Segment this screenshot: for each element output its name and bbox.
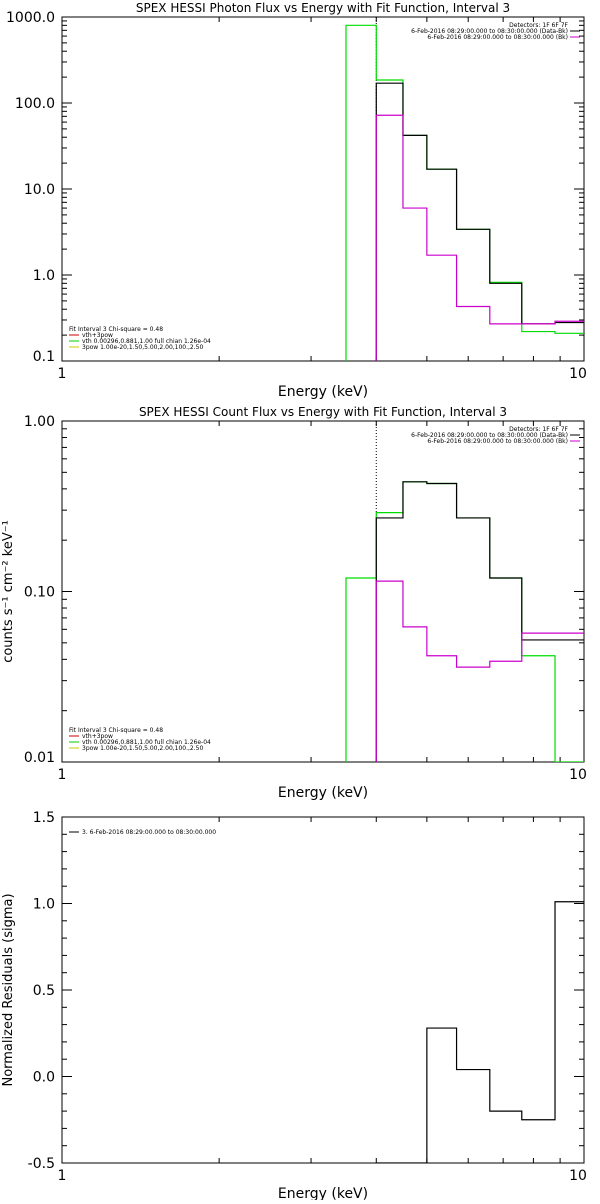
series-line <box>375 82 584 361</box>
y-tick-label: 1000.0 <box>6 10 55 26</box>
x-tick-label: 10 <box>569 1168 587 1184</box>
legend-entry: 3pow 1.00e-20,1.50,5.00,2.00,100.,2.50 <box>82 344 203 351</box>
legend-entry: Fit Interval 3 Chi-square = 0.48 <box>69 326 163 333</box>
panel-3: 1 10 -0.5 0.0 0.5 1.0 1.5 Energy (keV) Normalize… <box>1 810 587 1202</box>
series-line <box>375 580 584 762</box>
chart-title: SPEX HESSI Count Flux vs Energy with Fit… <box>139 405 507 419</box>
chart-title: SPEX HESSI Photon Flux vs Energy with Fi… <box>136 1 510 15</box>
x-axis-label: Energy (keV) <box>278 1186 368 1200</box>
series-line <box>345 481 584 762</box>
legend-entry: vth+3pow <box>82 733 113 740</box>
legend-entry: vth+3pow <box>82 332 113 339</box>
y-tick-label: 100.0 <box>15 96 55 112</box>
legend-entry: 3pow 1.00e-20,1.50,5.00,2.00,100.,2.50 <box>82 745 203 752</box>
y-tick-label: 0.1 <box>33 349 55 365</box>
x-tick-label: 1 <box>58 767 67 783</box>
y-tick-label: 0.0 <box>33 1070 55 1086</box>
y-tick-label: -0.5 <box>28 1156 55 1172</box>
x-tick-label: 10 <box>569 366 587 382</box>
y-tick-label: 1.5 <box>33 810 55 826</box>
legend-entry: 6-Feb-2016 08:29:00.000 to 08:30:00.000 … <box>427 438 568 445</box>
x-tick-label: 1 <box>58 1168 67 1184</box>
y-tick-label: 0.01 <box>24 750 55 766</box>
legend-entry: 6-Feb-2016 08:29:00.000 to 08:30:00.000 … <box>427 34 568 41</box>
series-line <box>376 901 584 1163</box>
x-axis-label: Energy (keV) <box>278 384 368 400</box>
series-line <box>375 114 584 361</box>
legend-entry: Detectors: 1F 6F 7F <box>509 426 568 433</box>
plot-frame <box>61 16 585 362</box>
y-tick-label: 0.5 <box>33 983 55 999</box>
panel-1: 1 10 0.1 1.0 10.0 100.0 1000.0 SPEX HESSI Photo… <box>6 1 587 400</box>
plot-frame <box>61 420 585 763</box>
y-axis-label: Normalized Residuals (sigma) <box>1 893 16 1086</box>
y-tick-label: 1.00 <box>24 414 55 430</box>
y-tick-label: 1.0 <box>33 268 55 284</box>
legend-entry: Detectors: 1F 6F 7F <box>509 22 568 29</box>
series-line <box>345 24 584 361</box>
y-tick-label: 0.10 <box>24 585 55 601</box>
legend-entry: Fit Interval 3 Chi-square = 0.48 <box>69 727 163 734</box>
y-tick-label: 1.0 <box>33 897 55 913</box>
x-tick-label: 1 <box>58 366 67 382</box>
legend-entry: vth 0.00296,0.881,1.00 full chian 1.26e-… <box>82 739 211 746</box>
x-axis-label: Energy (keV) <box>278 785 368 801</box>
x-tick-label: 10 <box>569 767 587 783</box>
legend-entry: 6-Feb-2016 08:29:00.000 to 08:30:00.000 … <box>411 432 568 439</box>
legend-entry: vth 0.00296,0.881,1.00 full chian 1.26e-… <box>82 338 211 345</box>
y-tick-label: 10.0 <box>24 182 55 198</box>
y-axis-label: counts s⁻¹ cm⁻² keV⁻¹ <box>1 520 16 663</box>
series-line <box>375 481 584 762</box>
panel-2: 1 10 0.01 0.10 1.00 SPEX HESSI Count Flux vs … <box>1 405 587 801</box>
legend-entry: 3. 6-Feb-2016 08:29:00.000 to 08:30:00.0… <box>82 829 216 836</box>
legend-entry: 6-Feb-2016 08:29:00.000 to 08:30:00.000 … <box>411 28 568 35</box>
